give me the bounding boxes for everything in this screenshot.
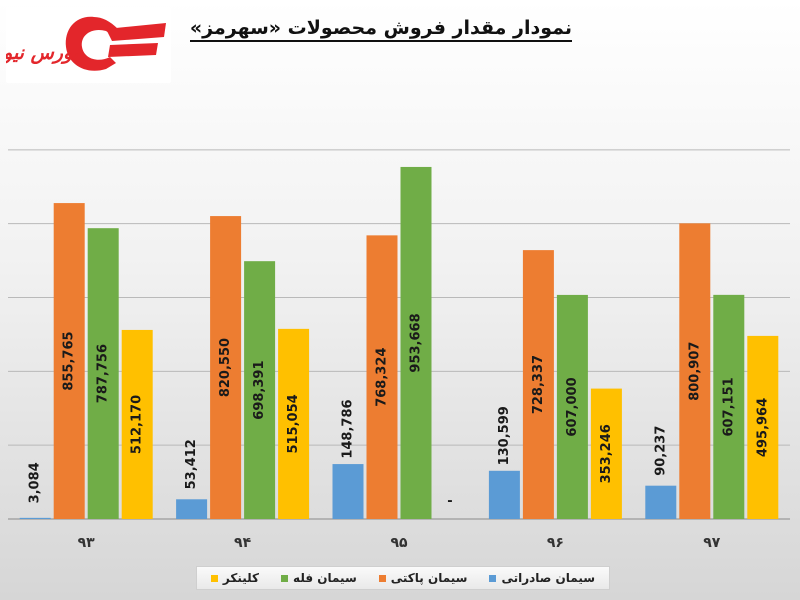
bar <box>244 261 276 519</box>
data-label: 130,599 <box>497 406 512 465</box>
legend-item: سیمان پاکتی <box>378 571 468 585</box>
data-label: 820,550 <box>218 338 233 397</box>
data-label: 698,391 <box>252 360 267 419</box>
legend-swatch <box>210 574 218 582</box>
bar <box>747 335 779 519</box>
data-label: 768,324 <box>375 348 390 407</box>
data-label: 607,151 <box>721 377 736 436</box>
legend-swatch <box>489 574 497 582</box>
legend-label: سیمان فله <box>293 571 357 585</box>
bar <box>713 294 745 519</box>
x-tick-label: ۹۴ <box>234 535 252 551</box>
bar <box>522 250 554 519</box>
data-label: 728,337 <box>531 355 546 414</box>
logo-emblem: بورس نیوز <box>0 16 166 71</box>
page-title: نمودار مقدار فروش محصولات «سهرمز» <box>189 17 572 42</box>
legend-item: سیمان صادراتی <box>489 571 595 585</box>
bar <box>210 216 242 519</box>
data-label: 53,412 <box>184 439 199 489</box>
bar <box>679 223 711 519</box>
legend-item: سیمان فله <box>281 571 357 585</box>
x-tick-label: ۹۵ <box>390 535 408 551</box>
data-label: 953,668 <box>409 313 424 372</box>
bar <box>19 517 51 519</box>
bar <box>332 464 364 519</box>
legend-label: کلینکر <box>222 571 260 585</box>
data-label: 90,237 <box>653 426 668 476</box>
bar <box>645 485 677 519</box>
brand-logo: بورس نیوز <box>0 7 171 83</box>
x-tick-label: ۹۳ <box>78 535 96 551</box>
legend-swatch <box>378 574 386 582</box>
bar <box>87 228 119 519</box>
data-label: 515,054 <box>286 394 301 453</box>
legend-label: سیمان پاکتی <box>390 571 468 585</box>
data-label: 148,786 <box>341 399 356 458</box>
bar <box>278 328 310 519</box>
bar <box>400 166 432 519</box>
data-label: 3,084 <box>28 462 43 503</box>
legend-item: کلینکر <box>210 571 260 585</box>
bar <box>53 203 85 520</box>
data-label: 495,964 <box>755 398 770 457</box>
data-label: 353,246 <box>599 424 614 483</box>
bar <box>488 470 520 519</box>
x-tick-label: ۹۷ <box>703 535 721 551</box>
logo-text: بورس نیوز <box>6 42 79 64</box>
bar <box>366 235 398 519</box>
data-label: 607,000 <box>565 377 580 436</box>
bar <box>121 329 153 519</box>
legend-label: سیمان صادراتی <box>501 571 596 585</box>
bar <box>556 294 588 519</box>
data-label: 800,907 <box>687 342 702 401</box>
data-label: 787,756 <box>96 344 111 403</box>
data-label: - <box>447 494 452 509</box>
x-tick-label: ۹۶ <box>547 535 564 551</box>
data-label: 855,765 <box>62 331 77 390</box>
bars <box>19 166 779 520</box>
legend-swatch <box>281 574 289 582</box>
bar <box>590 388 622 519</box>
bar <box>176 499 208 519</box>
x-axis: ۹۳ ۹۴ ۹۵ ۹۶ ۹۷ <box>78 535 721 551</box>
data-labels: 3,084 855,765 787,756 512,170 53,412 820,550 6… <box>28 313 771 509</box>
data-label: 512,170 <box>130 395 145 454</box>
legend: سیمان صادراتی سیمان پاکتی سیمان فله کلینکر <box>196 566 610 590</box>
